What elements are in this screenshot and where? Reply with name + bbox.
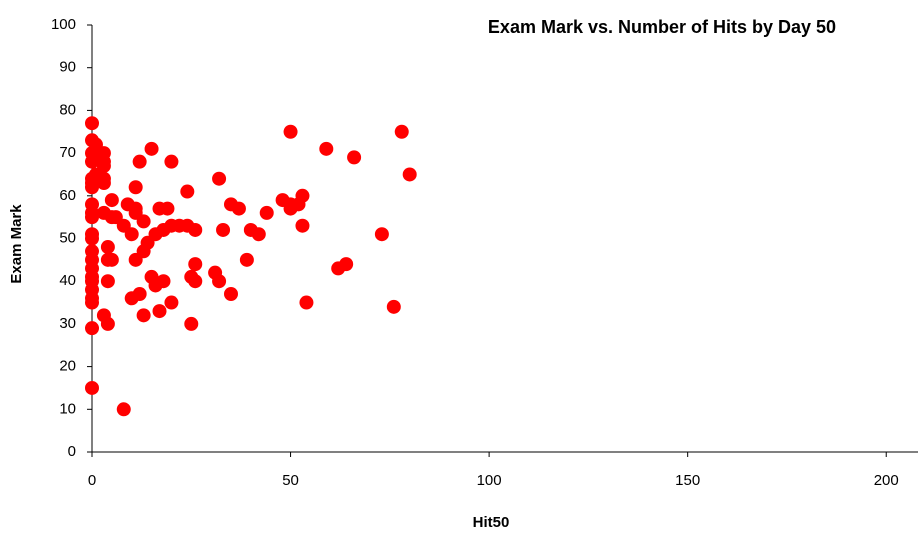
point — [132, 287, 147, 302]
y-tick-label: 10 — [59, 400, 76, 417]
point — [100, 274, 115, 289]
y-tick-label: 100 — [51, 16, 76, 33]
point — [156, 274, 171, 289]
point — [152, 304, 167, 319]
point — [299, 295, 314, 310]
point — [188, 257, 203, 272]
point — [188, 222, 203, 237]
y-tick-label: 70 — [59, 144, 76, 161]
y-tick-label: 30 — [59, 315, 76, 332]
point — [231, 201, 246, 216]
y-tick-label: 40 — [59, 272, 76, 289]
point — [85, 380, 99, 395]
y-tick-label: 50 — [59, 229, 76, 246]
point — [164, 295, 179, 310]
y-tick-label: 80 — [59, 101, 76, 118]
point — [339, 257, 354, 272]
point — [319, 141, 334, 156]
x-tick-label: 150 — [675, 472, 700, 489]
x-tick-label: 0 — [88, 472, 96, 489]
point — [164, 154, 179, 169]
x-axis-label: Hit50 — [473, 514, 510, 531]
point — [144, 141, 159, 156]
point — [188, 274, 203, 289]
point — [96, 158, 111, 173]
x-tick-label: 200 — [874, 472, 899, 489]
point — [295, 218, 310, 233]
point — [104, 252, 119, 267]
y-tick-label: 20 — [59, 358, 76, 375]
point — [374, 227, 389, 242]
point — [402, 167, 417, 182]
point — [104, 193, 119, 208]
point — [136, 214, 151, 229]
point — [100, 240, 115, 255]
chart-title: Exam Mark vs. Number of Hits by Day 50 — [488, 17, 836, 37]
x-tick-label: 50 — [282, 472, 299, 489]
point — [347, 150, 362, 165]
y-tick-label: 0 — [68, 443, 76, 460]
point — [216, 222, 231, 237]
point — [212, 274, 227, 289]
point — [184, 316, 199, 331]
point — [116, 402, 131, 417]
point — [136, 308, 151, 323]
point — [85, 321, 99, 336]
point — [85, 180, 99, 195]
point — [223, 287, 238, 302]
point — [180, 184, 195, 199]
point — [386, 299, 401, 314]
y-tick-label: 90 — [59, 59, 76, 76]
point — [259, 205, 274, 220]
point — [239, 252, 254, 267]
point — [212, 171, 227, 186]
point — [132, 154, 147, 169]
point — [96, 175, 111, 190]
point — [295, 188, 310, 203]
point — [85, 295, 99, 310]
point — [100, 316, 115, 331]
point — [124, 227, 139, 242]
x-tick-label: 100 — [477, 472, 502, 489]
y-tick-label: 60 — [59, 187, 76, 204]
point — [128, 180, 143, 195]
point — [251, 227, 266, 242]
point — [85, 210, 99, 225]
y-axis-label: Exam Mark — [8, 204, 25, 284]
point — [394, 124, 409, 139]
point — [160, 201, 175, 216]
point — [283, 124, 298, 139]
point — [85, 116, 99, 131]
point — [85, 231, 99, 246]
